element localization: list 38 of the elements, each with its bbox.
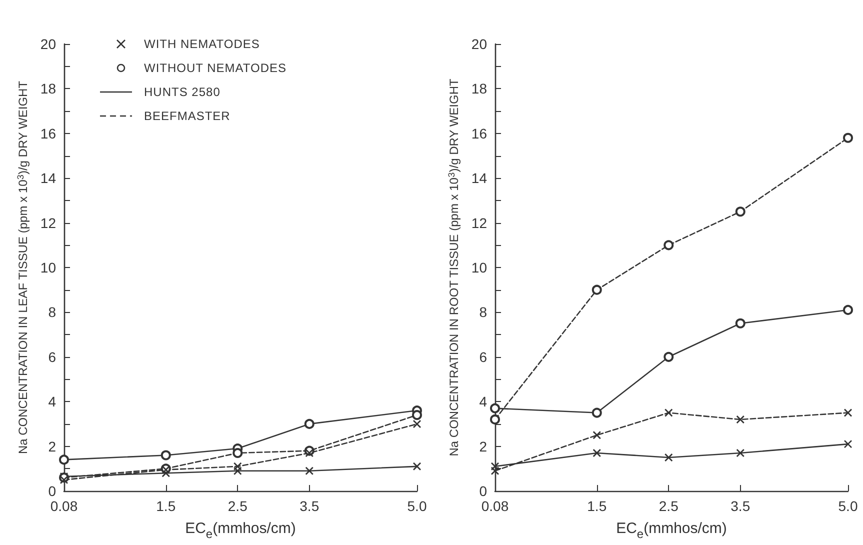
y-tick-label: 18 — [471, 80, 488, 97]
x-tick-label: 5.0 — [407, 498, 427, 514]
y-tick-label: 2 — [48, 438, 56, 454]
y-tick-label: 16 — [40, 125, 56, 142]
y-tick-label: 6 — [48, 348, 56, 365]
x-tick-label: 3.5 — [730, 498, 750, 514]
annotation: WITHOUT NEMATODES — [144, 61, 287, 75]
y-tick-label: 10 — [471, 260, 488, 276]
y-tick-label: 14 — [40, 170, 56, 186]
annotation: HUNTS 2580 — [144, 85, 220, 99]
y-tick-label: 4 — [479, 394, 488, 410]
y-tick-label: 8 — [479, 304, 488, 320]
y-tick-label: 12 — [40, 214, 56, 231]
x-tick-label: 3.5 — [300, 498, 320, 514]
y-tick-label: 14 — [471, 170, 488, 186]
y-tick-label: 12 — [471, 214, 488, 231]
y-axis-title: Na CONCENTRATION IN ROOT TISSUE (ppm x 103)/g DRY WEIGHT — [446, 78, 461, 456]
x-tick-label: 0.08 — [481, 498, 509, 514]
x-tick-label: 1.5 — [587, 498, 607, 514]
x-tick-label: 0.08 — [50, 498, 78, 514]
y-axis-title: Na CONCENTRATION IN LEAF TISSUE (ppm x 103)/g DRY WEIGHT — [16, 80, 30, 454]
y-tick-label: 0 — [48, 483, 56, 499]
y-tick-label: 2 — [479, 438, 488, 454]
y-tick-label: 16 — [471, 125, 488, 142]
annotation: WITH NEMATODES — [144, 37, 260, 51]
y-tick-label: 4 — [48, 394, 56, 410]
x-tick-label: 2.5 — [658, 498, 679, 514]
y-tick-label: 20 — [471, 36, 488, 52]
x-tick-label: 5.0 — [838, 498, 858, 514]
y-tick-label: 10 — [40, 260, 56, 276]
y-tick-label: 0 — [479, 483, 488, 499]
x-tick-label: 2.5 — [228, 498, 248, 514]
y-tick-label: 20 — [40, 36, 56, 52]
annotation: BEEFMASTER — [144, 109, 230, 123]
y-tick-label: 6 — [479, 348, 488, 365]
y-tick-label: 18 — [40, 80, 56, 97]
y-tick-label: 8 — [48, 304, 56, 320]
x-tick-label: 1.5 — [156, 498, 176, 514]
